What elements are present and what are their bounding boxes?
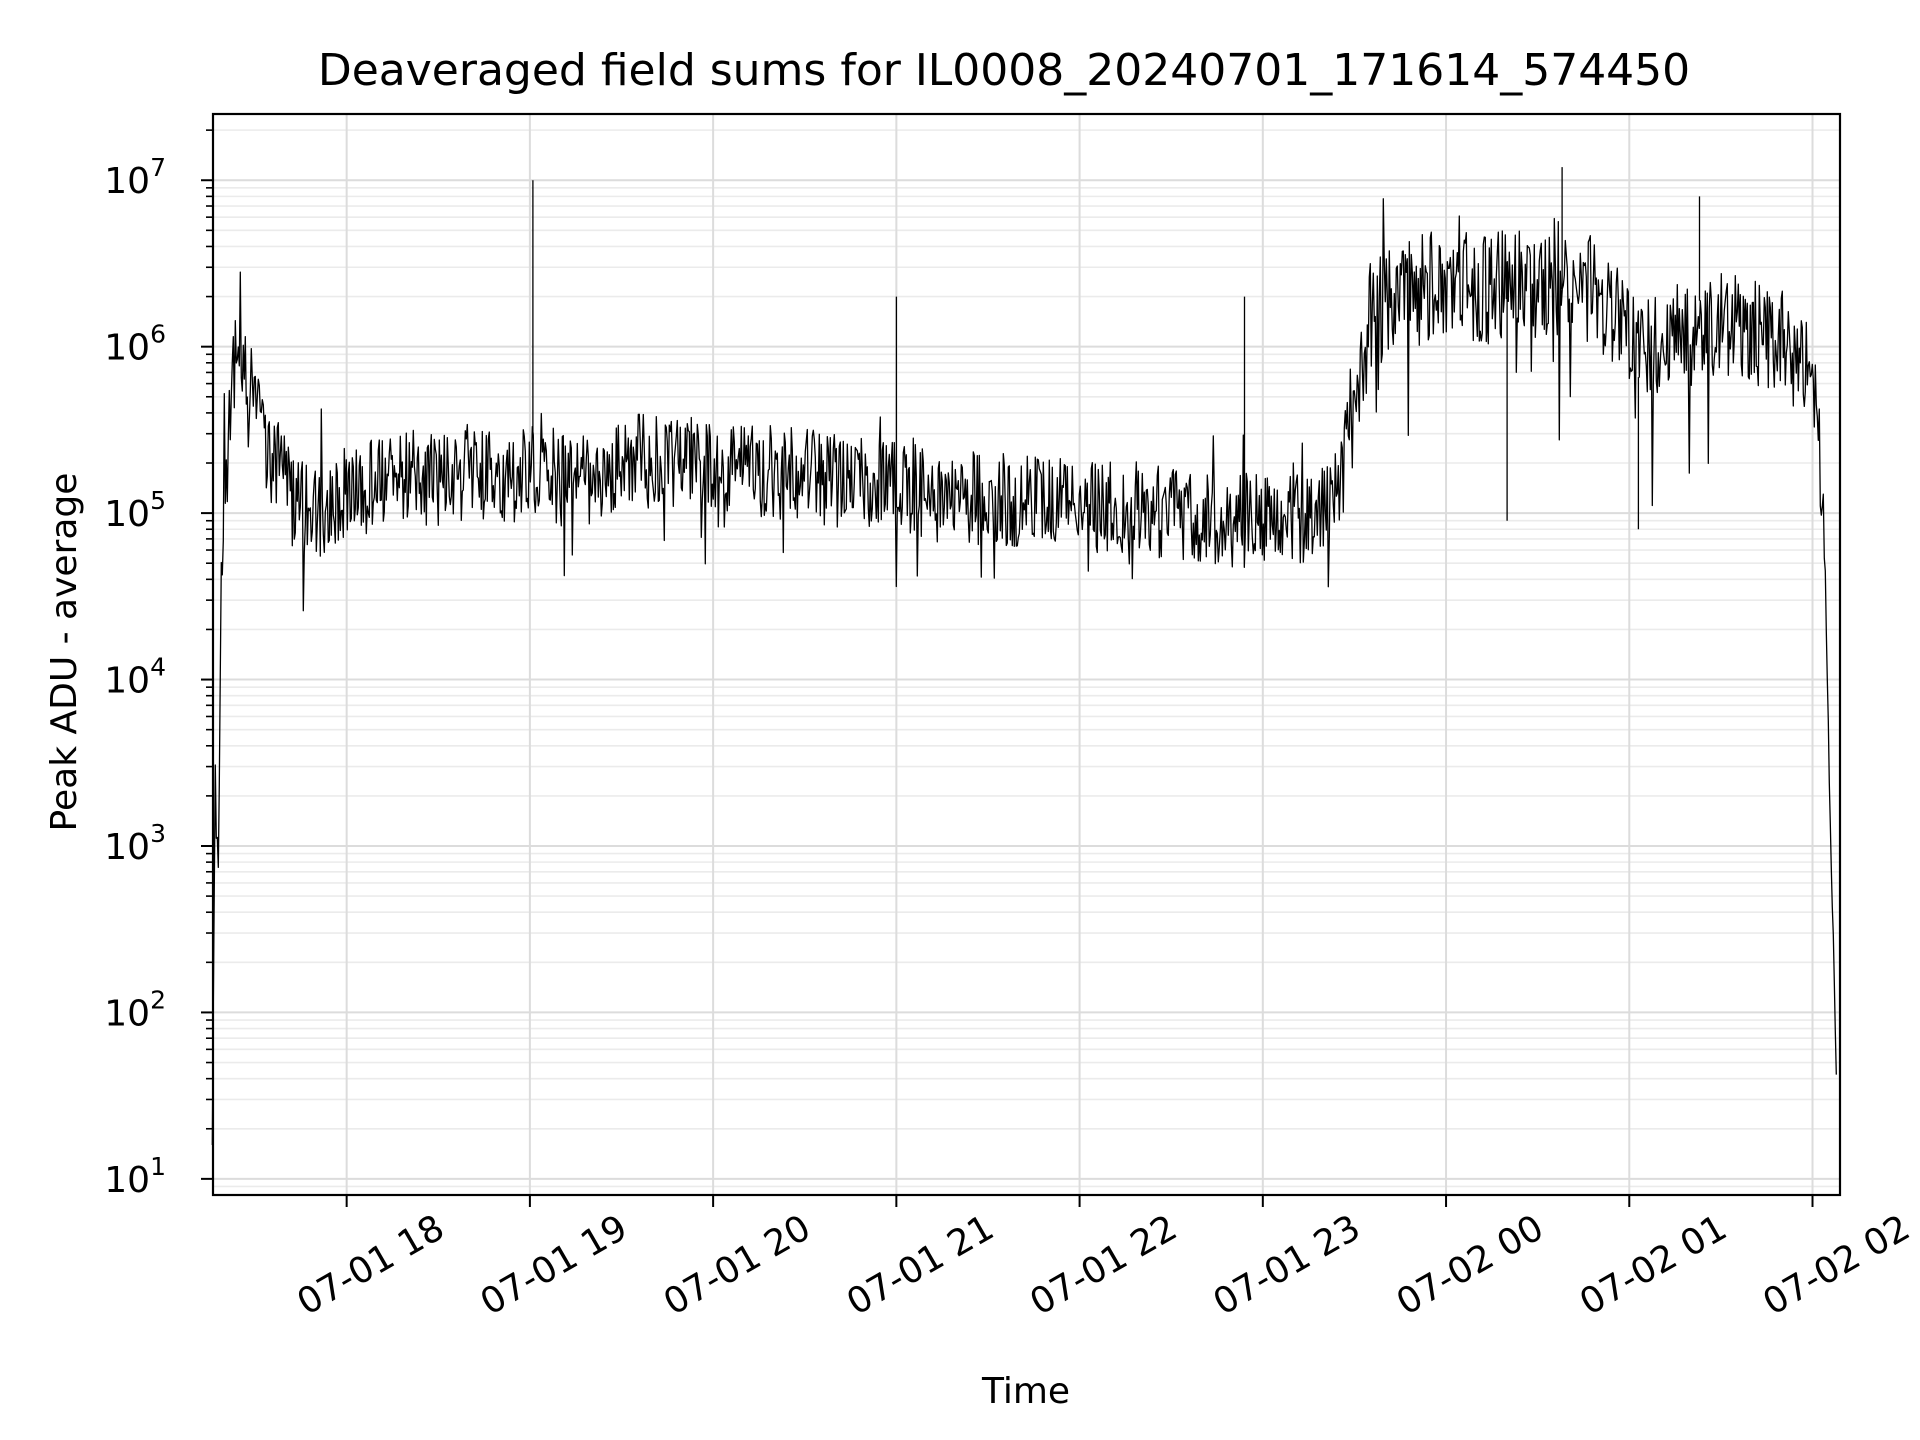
plot-frame <box>211 112 1842 1197</box>
y-axis-label: Peak ADU - average <box>44 473 85 832</box>
y-tick-label: 102 <box>104 985 166 1034</box>
y-tick-label: 105 <box>104 486 166 535</box>
x-axis-label: Time <box>981 1371 1070 1412</box>
y-tick-label: 101 <box>104 1152 166 1201</box>
series-line <box>211 167 1837 1146</box>
y-axis: 101 102 103 104 105 106 107 <box>104 129 213 1201</box>
y-tick-label: 103 <box>104 819 166 868</box>
y-tick-label: 104 <box>104 653 166 702</box>
chart-title: Deaveraged field sums for IL0008_2024070… <box>318 45 1690 96</box>
data-series <box>211 167 1837 1146</box>
y-tick-label: 107 <box>104 153 166 202</box>
y-tick-label: 106 <box>104 320 166 369</box>
grid-lines <box>213 114 1840 1196</box>
